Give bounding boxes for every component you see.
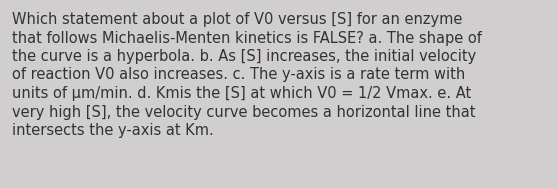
Text: intersects the y-axis at Km.: intersects the y-axis at Km. — [12, 123, 214, 138]
Text: the curve is a hyperbola. b. As [S] increases, the initial velocity: the curve is a hyperbola. b. As [S] incr… — [12, 49, 476, 64]
Text: Which statement about a plot of V0 versus [S] for an enzyme: Which statement about a plot of V0 versu… — [12, 12, 463, 27]
Text: of reaction V0 also increases. c. The y-axis is a rate term with: of reaction V0 also increases. c. The y-… — [12, 67, 465, 83]
Text: units of μm/min. d. Kmis the [S] at which V0 = 1/2 Vmax. e. At: units of μm/min. d. Kmis the [S] at whic… — [12, 86, 472, 101]
Text: that follows Michaelis-Menten kinetics is FALSE? a. The shape of: that follows Michaelis-Menten kinetics i… — [12, 30, 482, 45]
Text: very high [S], the velocity curve becomes a horizontal line that: very high [S], the velocity curve become… — [12, 105, 475, 120]
